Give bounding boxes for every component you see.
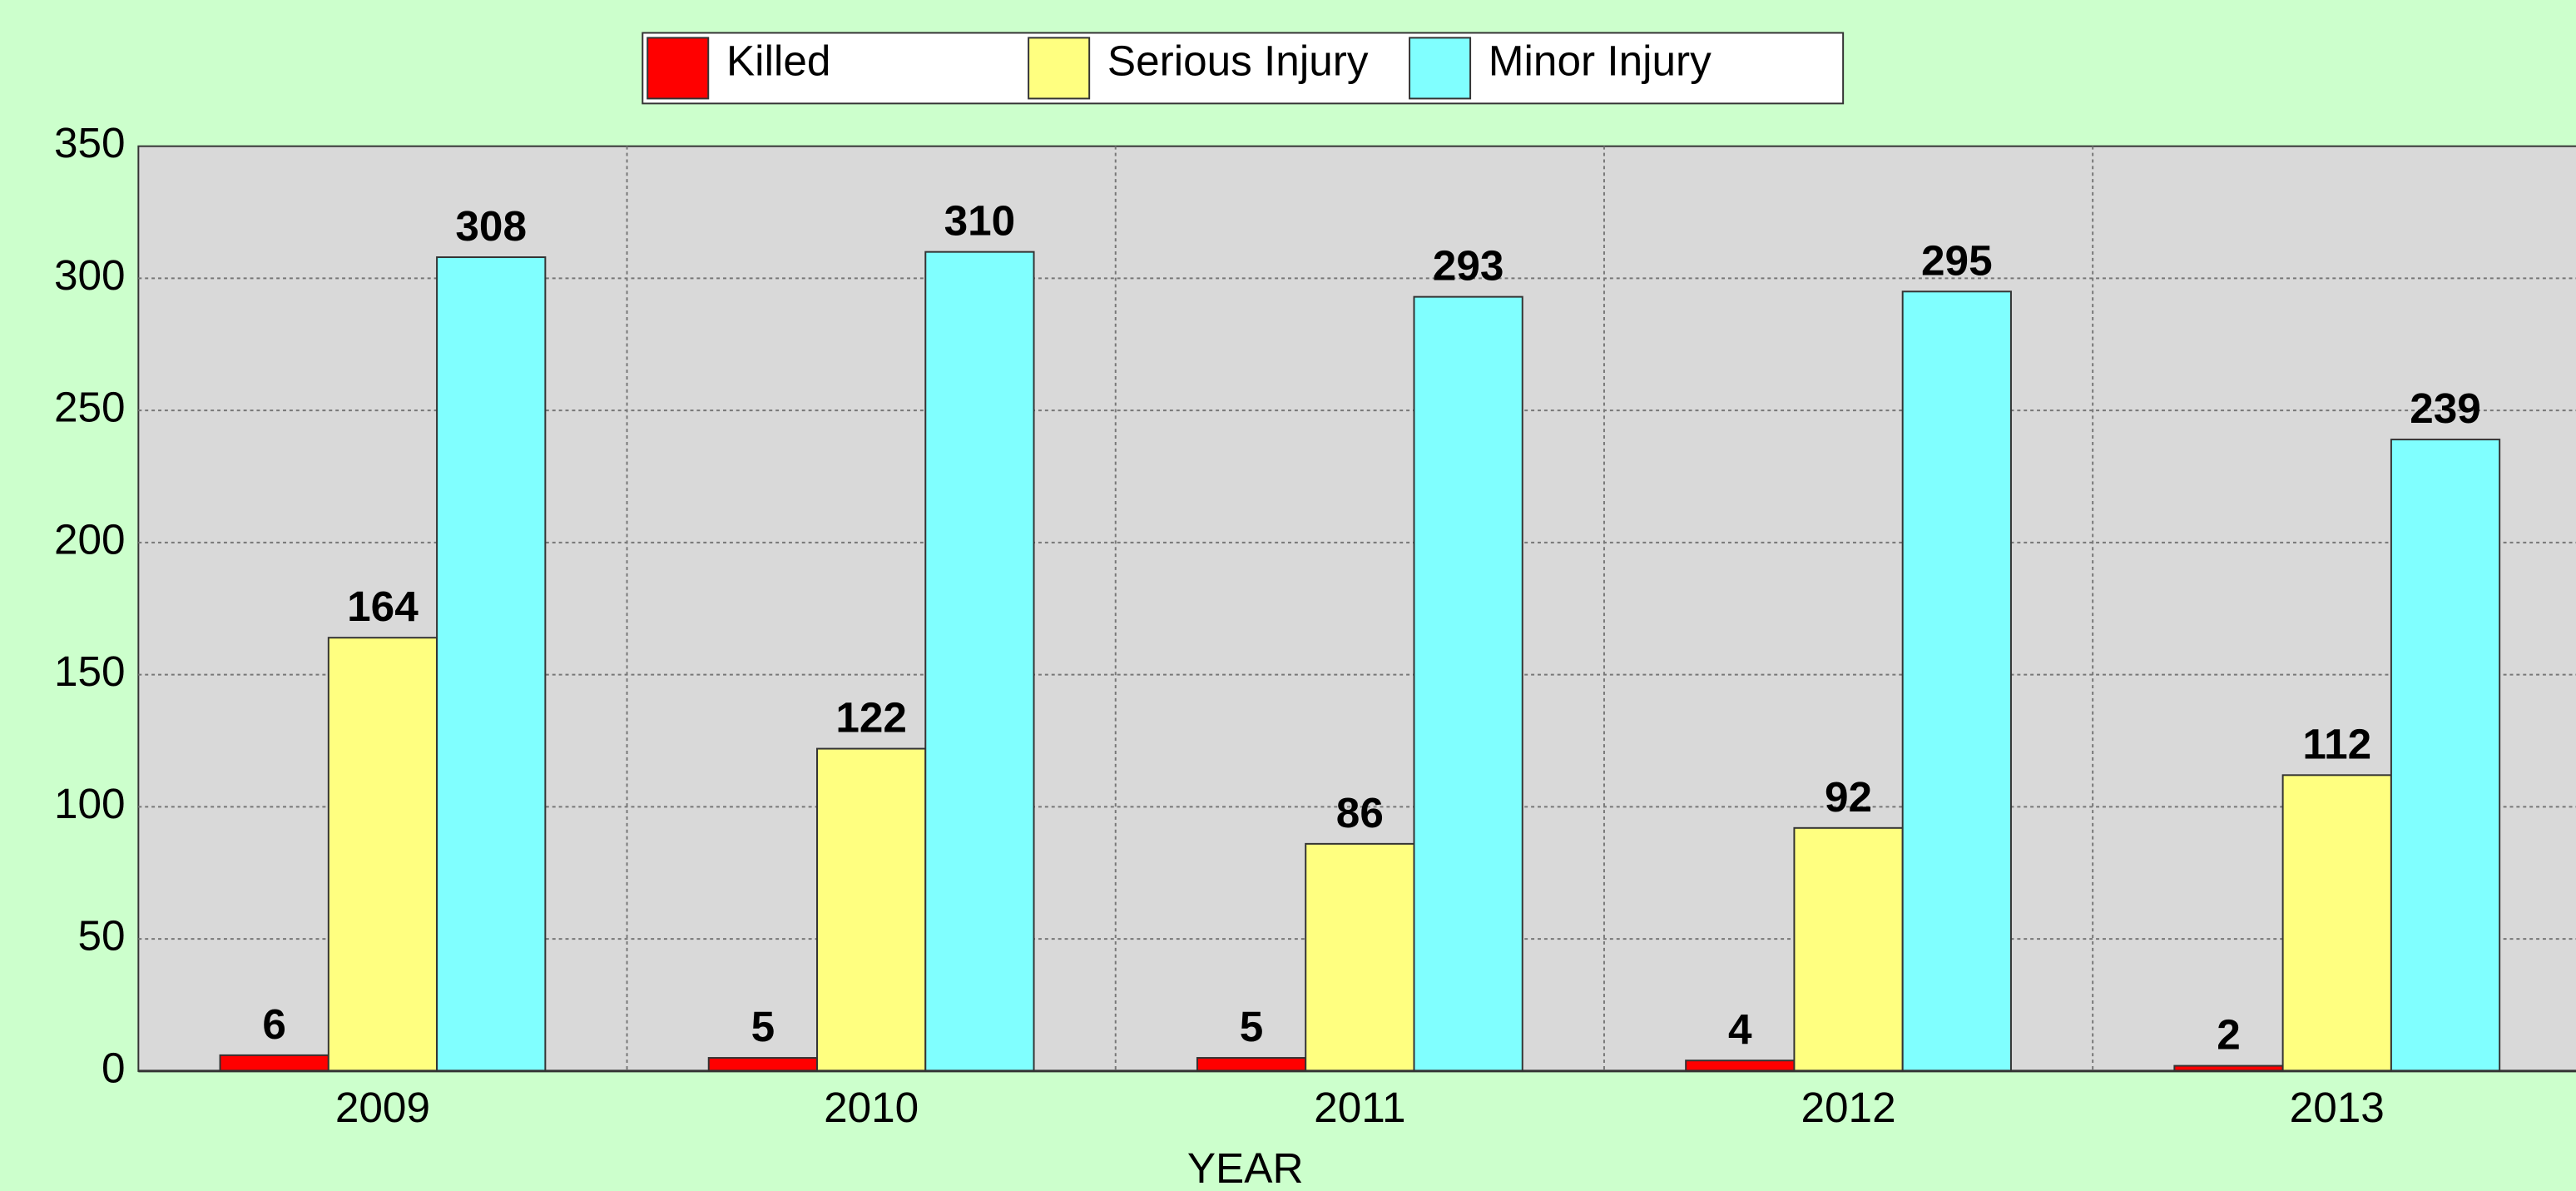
data-label: 239: [2410, 385, 2481, 432]
data-label: 112: [2302, 720, 2371, 767]
data-label: 2: [2217, 1011, 2241, 1059]
y-tick-label: 150: [54, 648, 126, 695]
x-tick-label: 2009: [335, 1084, 430, 1131]
data-label: 92: [1825, 773, 1872, 821]
y-tick-label: 250: [54, 384, 126, 431]
bar: [219, 1054, 329, 1072]
data-label: 5: [1240, 1003, 1264, 1050]
legend: [642, 32, 1845, 105]
data-label: 4: [1728, 1005, 1752, 1053]
legend-label: Serious Injury: [1107, 37, 1369, 85]
y-tick-label: 300: [54, 251, 126, 299]
bar: [2390, 439, 2501, 1072]
bar: [2281, 774, 2392, 1072]
bar: [1413, 295, 1523, 1072]
data-label: 295: [1921, 236, 1993, 284]
x-tick-label: 2010: [824, 1084, 919, 1131]
legend-label: Minor Injury: [1489, 37, 1712, 85]
y-tick-label: 200: [54, 515, 126, 563]
x-tick-label: 2012: [1801, 1084, 1895, 1131]
data-label: 308: [455, 202, 527, 250]
bar: [1305, 842, 1415, 1072]
bar: [707, 1057, 819, 1072]
bar: [1196, 1057, 1307, 1072]
data-label: 122: [835, 694, 907, 742]
bar: [924, 251, 1035, 1072]
data-label: 5: [751, 1003, 775, 1050]
bar: [327, 637, 438, 1072]
legend-swatch: [1409, 37, 1472, 100]
legend-swatch: [646, 37, 710, 100]
y-tick-label: 350: [54, 119, 126, 166]
bar: [1901, 290, 2012, 1072]
x-tick-label: 2011: [1314, 1084, 1405, 1131]
y-tick-label: 0: [102, 1044, 126, 1091]
y-tick-label: 50: [77, 912, 125, 960]
data-label: 86: [1336, 789, 1384, 836]
data-label: 293: [1433, 242, 1504, 290]
data-label: 310: [944, 197, 1016, 245]
data-label: 6: [262, 1000, 286, 1048]
x-tick-label: 2013: [2290, 1084, 2385, 1131]
y-tick-label: 100: [54, 780, 126, 827]
legend-label: Killed: [726, 37, 830, 85]
legend-swatch: [1028, 37, 1091, 100]
x-axis-label: YEAR: [1187, 1144, 1304, 1191]
data-label: 164: [347, 583, 419, 630]
bar: [1685, 1059, 1796, 1072]
bar: [436, 256, 547, 1072]
bar: [816, 747, 927, 1072]
bar: [1793, 826, 1904, 1072]
